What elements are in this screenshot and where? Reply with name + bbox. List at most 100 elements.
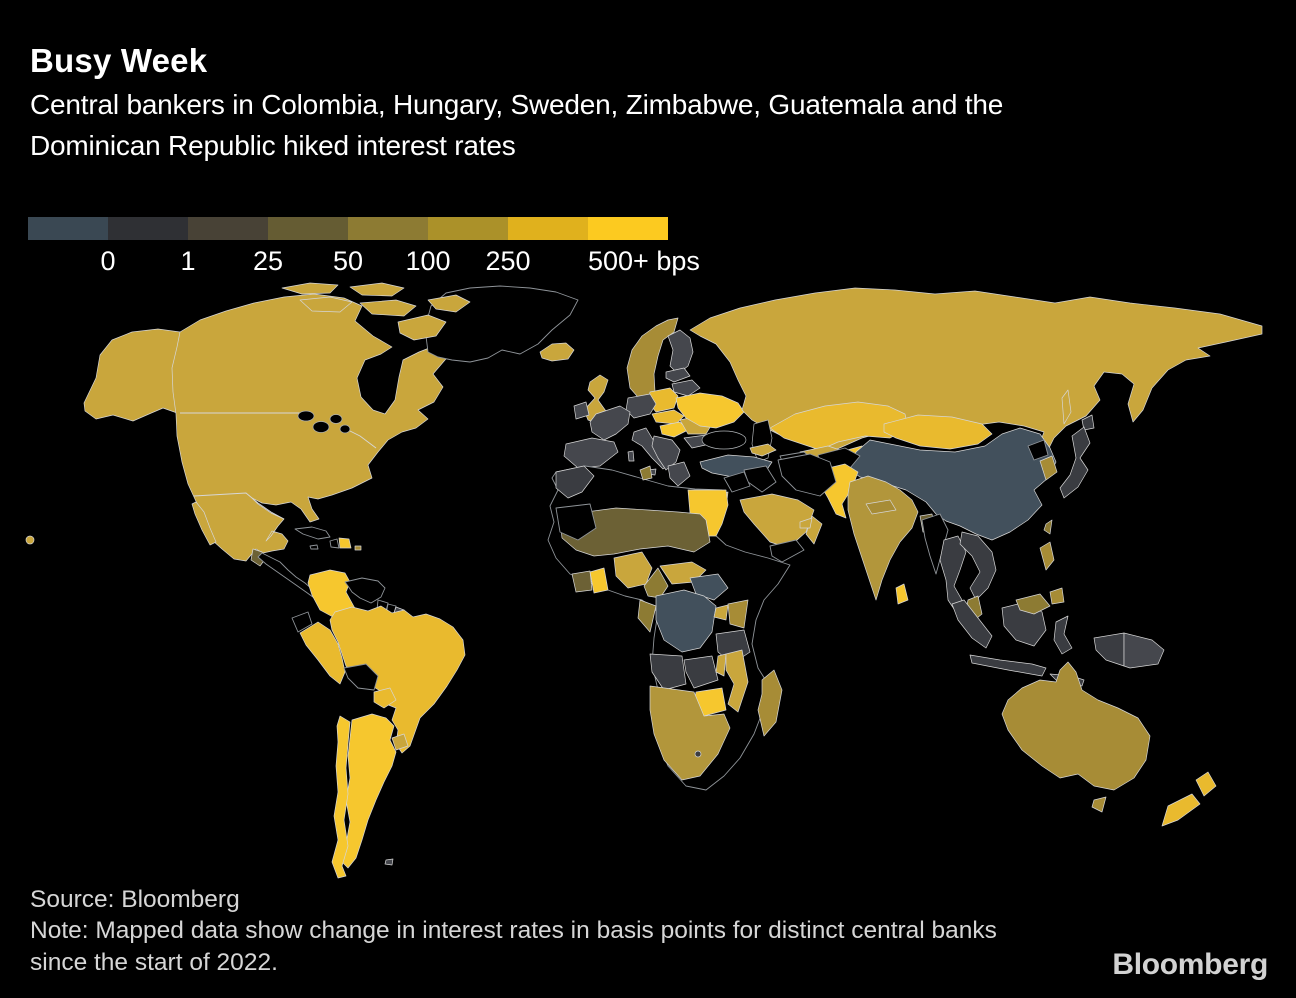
country-new-zealand-south [1161, 793, 1201, 827]
country-greece [667, 461, 691, 487]
country-iceland [539, 342, 575, 362]
region-iberia [563, 437, 619, 469]
country-germany [625, 393, 657, 419]
country-japan-hokkaido [1081, 414, 1095, 431]
arctic-island [299, 296, 353, 313]
country-puerto-rico [354, 545, 362, 551]
great-lakes [297, 410, 351, 434]
black-sea [701, 430, 747, 450]
country-italy-sardinia [627, 450, 635, 462]
country-myanmar [921, 513, 949, 575]
country-south-korea [1039, 455, 1058, 481]
legend-label-50: 50 [332, 246, 364, 276]
country-indonesia-sumatra [951, 599, 993, 649]
country-uae [799, 517, 813, 529]
arctic-island [349, 282, 405, 297]
country-hungary [659, 421, 689, 438]
region-sahel [559, 507, 711, 557]
country-australia-tasmania [1091, 796, 1107, 813]
country-cote-divoire [571, 570, 593, 593]
country-morocco [555, 465, 595, 499]
source-text: Source: Bloomberg [30, 886, 240, 913]
arctic-island [427, 294, 471, 313]
country-belarus [671, 379, 701, 397]
region-caucasus [749, 443, 777, 457]
country-paraguay [373, 687, 397, 709]
arctic-island [281, 282, 339, 295]
legend-label-1: 1 [180, 246, 196, 276]
country-ireland [573, 401, 590, 420]
country-congo-gabon [637, 599, 657, 633]
country-ghana [589, 567, 609, 594]
country-indonesia-papua [1093, 632, 1125, 667]
country-dominican-republic [338, 537, 352, 549]
country-france [589, 405, 631, 441]
country-new-zealand-north [1195, 771, 1217, 797]
world-choropleth-map [0, 270, 1296, 930]
country-haiti [329, 538, 340, 549]
country-indonesia-java [969, 654, 1047, 677]
legend-swatch-3 [268, 217, 348, 240]
country-japan [1059, 426, 1091, 499]
country-alaska [83, 328, 181, 422]
country-argentina [341, 713, 397, 869]
country-philippines-luzon [1039, 541, 1055, 571]
country-cameroon [643, 567, 669, 599]
country-kenya [727, 599, 749, 629]
country-hawaii [25, 535, 35, 545]
legend-labels: 0 1 25 50 100 250 500+ bps [0, 246, 1296, 278]
country-uruguay [391, 733, 409, 751]
bloomberg-logo: Bloomberg [1112, 948, 1268, 981]
arctic-island [397, 314, 447, 341]
country-south-sudan [689, 573, 729, 601]
country-north-korea [1027, 439, 1049, 461]
country-yemen [769, 539, 805, 563]
country-falklands [384, 858, 394, 866]
country-russia-sakhalin [1061, 389, 1072, 425]
country-peru [299, 621, 346, 685]
country-madagascar [757, 669, 783, 737]
chart-subtitle: Central bankers in Colombia, Hungary, Sw… [30, 89, 1004, 162]
country-nepal [865, 499, 897, 515]
legend-swatch-1 [108, 217, 188, 240]
legend-label-500-bps: 500+ bps [588, 246, 700, 276]
border-us-mexico [193, 492, 285, 520]
country-saudi-arabia [739, 493, 815, 549]
country-iraq [743, 465, 777, 493]
country-tunisia [639, 465, 653, 481]
country-australia [1001, 661, 1151, 791]
country-uganda [713, 604, 729, 621]
legend-label-0: 0 [100, 246, 116, 276]
country-mozambique [725, 649, 749, 713]
country-zambia [683, 655, 719, 689]
country-china [849, 427, 1057, 541]
country-philippines-mindanao [1049, 587, 1065, 605]
country-bolivia [343, 663, 379, 691]
country-vietnam-laos-cambodia [959, 531, 997, 601]
country-malawi [715, 653, 727, 677]
legend-color-bar [28, 217, 668, 240]
legend-label-100: 100 [405, 246, 451, 276]
country-jamaica [309, 544, 319, 550]
country-lesotho [694, 750, 702, 758]
country-iran [777, 453, 837, 497]
arctic-island [359, 299, 417, 317]
country-cuba [294, 526, 331, 540]
country-india [847, 475, 919, 601]
country-papua-new-guinea [1123, 632, 1165, 669]
footer: Source: Bloomberg Note: Mapped data show… [30, 884, 1030, 978]
page-title: Busy Week [30, 42, 208, 79]
country-taiwan [1043, 519, 1053, 535]
region-baltics [665, 367, 691, 383]
country-sri-lanka [895, 583, 909, 605]
country-ukraine [675, 392, 745, 429]
country-dr-congo [655, 589, 717, 653]
note-text: Note: Mapped data show change in interes… [30, 917, 997, 976]
country-indonesia-sulawesi [1053, 615, 1073, 655]
country-angola [649, 653, 687, 691]
country-baja-california [191, 501, 217, 546]
country-malaysia-borneo [1015, 593, 1051, 615]
legend-label-250: 250 [485, 246, 531, 276]
legend-swatch-4 [348, 217, 428, 240]
region-southern-africa [649, 685, 731, 781]
